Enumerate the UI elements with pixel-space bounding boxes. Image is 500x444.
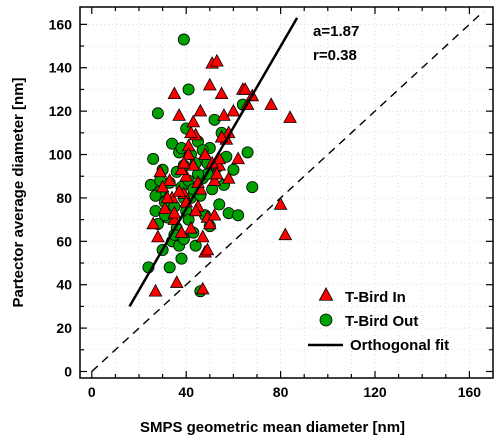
y-tick-label: 80: [56, 190, 72, 206]
point-t-bird-in: [167, 205, 182, 219]
x-tick-label: 120: [363, 384, 387, 400]
point-t-bird-out: [151, 107, 164, 120]
point-t-bird-in: [184, 125, 198, 139]
point-t-bird-in: [158, 201, 172, 215]
point-t-bird-in: [221, 171, 236, 184]
point-t-bird-in: [186, 114, 201, 128]
point-t-bird-in: [273, 197, 288, 210]
point-t-bird-in: [162, 173, 177, 186]
point-t-bird-in: [146, 216, 161, 230]
point-t-bird-in: [148, 283, 163, 297]
point-t-bird-in: [207, 207, 222, 221]
point-t-bird-in: [184, 220, 198, 234]
point-t-bird-in: [186, 158, 201, 171]
point-t-bird-in: [217, 108, 231, 121]
point-t-bird-out: [147, 152, 160, 165]
point-t-bird-out: [241, 146, 254, 159]
point-t-bird-in: [151, 229, 165, 243]
point-t-bird-in: [200, 242, 215, 256]
y-tick-label: 100: [49, 147, 73, 163]
point-t-bird-in: [238, 82, 253, 95]
one-to-one-line: [91, 10, 485, 373]
point-t-bird-out: [189, 239, 202, 252]
y-tick-label: 140: [49, 60, 73, 76]
axis-ticks: 0 40 80 120 160 0 20 40 60 80 100 120 140 160: [49, 7, 493, 400]
x-tick-label: 40: [178, 384, 194, 400]
point-t-bird-in: [181, 147, 196, 160]
point-t-bird-in: [188, 203, 203, 217]
point-t-bird-in: [193, 103, 208, 117]
point-t-bird-in: [195, 281, 210, 295]
x-tick-label: 80: [273, 384, 289, 400]
point-t-bird-out: [182, 83, 195, 96]
point-t-bird-in: [174, 225, 189, 238]
orthogonal-fit-line: [128, 17, 299, 308]
point-t-bird-in: [207, 173, 222, 186]
point-t-bird-out: [149, 189, 162, 202]
point-t-bird-in: [214, 129, 229, 143]
y-tick-label: 120: [49, 103, 73, 119]
x-axis-title: SMPS geometric mean diameter [nm]: [140, 419, 405, 436]
legend: T-Bird In T-Bird Out Orthogonal fit: [308, 287, 449, 354]
point-t-bird-in: [231, 151, 245, 165]
x-tick-label: 0: [88, 384, 96, 400]
legend-marker-t-bird-in: [318, 287, 334, 301]
point-t-bird-in: [155, 179, 170, 193]
point-t-bird-in: [210, 166, 224, 180]
point-t-bird-out: [163, 261, 176, 274]
y-tick-label: 20: [56, 320, 72, 336]
point-t-bird-out: [213, 198, 226, 211]
y-tick-label: 160: [49, 16, 73, 32]
point-t-bird-in: [202, 216, 217, 230]
point-t-bird-in: [167, 86, 182, 100]
point-t-bird-in: [174, 162, 189, 175]
point-t-bird-out: [175, 252, 188, 265]
point-t-bird-in: [264, 97, 279, 110]
point-t-bird-in: [195, 229, 210, 243]
grid: [80, 7, 493, 378]
point-t-bird-in: [172, 184, 186, 197]
point-t-bird-in: [176, 155, 191, 169]
point-t-bird-in: [202, 77, 217, 91]
point-t-bird-out: [232, 209, 245, 222]
point-t-bird-out: [177, 33, 190, 46]
y-tick-label: 40: [56, 277, 72, 293]
point-t-bird-in: [160, 190, 175, 204]
y-axis-title: Partector average diameter [nm]: [10, 77, 27, 307]
y-tick-label: 0: [64, 363, 72, 379]
point-t-bird-in: [153, 164, 168, 178]
point-t-bird-in: [283, 110, 297, 123]
plot-area-frame: [79, 6, 494, 379]
x-tick-label: 160: [458, 384, 482, 400]
legend-marker-t-bird-out: [319, 313, 333, 327]
point-t-bird-in: [179, 168, 194, 182]
point-t-bird-in: [214, 86, 229, 100]
point-t-bird-in: [226, 103, 241, 117]
point-t-bird-in: [198, 147, 212, 160]
legend-label-t-bird-in: T-Bird In: [345, 289, 406, 306]
point-t-bird-in: [169, 275, 184, 288]
point-t-bird-in: [210, 53, 224, 67]
point-t-bird-in: [172, 108, 186, 121]
legend-label-t-bird-out: T-Bird Out: [345, 313, 418, 330]
point-t-bird-in: [278, 227, 293, 241]
correlation-annotation: r=0.38: [313, 47, 357, 64]
y-tick-label: 60: [56, 233, 72, 249]
point-t-bird-out: [246, 181, 259, 194]
slope-annotation: a=1.87: [313, 23, 359, 40]
legend-label-orthogonal-fit: Orthogonal fit: [350, 337, 449, 354]
